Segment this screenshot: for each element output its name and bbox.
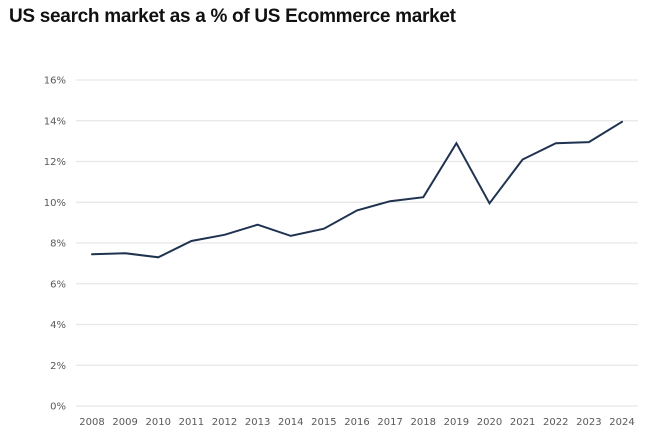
data-point	[489, 202, 491, 204]
x-tick-label: 2010	[146, 417, 171, 428]
x-tick-label: 2008	[79, 417, 104, 428]
x-tick-label: 2015	[311, 417, 336, 428]
x-tick-label: 2013	[245, 417, 270, 428]
data-point	[290, 235, 292, 237]
gridlines	[76, 79, 638, 407]
data-point	[91, 253, 93, 255]
data-point	[422, 196, 424, 198]
series-group	[91, 120, 623, 259]
data-point	[389, 200, 391, 202]
x-tick-label: 2024	[609, 417, 634, 428]
data-point	[323, 228, 325, 230]
data-point	[224, 234, 226, 236]
x-tick-label: 2020	[477, 417, 502, 428]
x-axis-ticks: 2008 2009 2010 2011 2012 2013 2014 2015 2016 2017…	[79, 417, 634, 428]
data-point	[124, 252, 126, 254]
y-tick-label: 10%	[44, 198, 66, 209]
y-tick-label: 0%	[50, 402, 66, 413]
y-tick-label: 8%	[50, 239, 66, 250]
x-tick-label: 2011	[179, 417, 204, 428]
data-point	[356, 209, 358, 211]
y-tick-label: 2%	[50, 361, 66, 372]
x-tick-label: 2009	[112, 417, 137, 428]
data-point	[621, 121, 623, 123]
x-tick-label: 2022	[543, 417, 568, 428]
data-point	[190, 240, 192, 242]
data-point	[157, 256, 159, 258]
x-tick-label: 2021	[510, 417, 535, 428]
x-tick-label: 2019	[444, 417, 469, 428]
x-tick-label: 2016	[344, 417, 369, 428]
x-tick-label: 2012	[212, 417, 237, 428]
y-tick-label: 14%	[44, 116, 66, 127]
y-tick-label: 4%	[50, 320, 66, 331]
x-tick-label: 2017	[377, 417, 402, 428]
data-point	[555, 142, 557, 144]
x-tick-label: 2023	[576, 417, 601, 428]
data-point	[455, 142, 457, 144]
y-axis-ticks: 0% 2% 4% 6% 8% 10% 12% 14% 16%	[44, 76, 66, 413]
data-point	[257, 224, 259, 226]
x-tick-label: 2018	[411, 417, 436, 428]
y-tick-label: 6%	[50, 279, 66, 290]
y-tick-label: 12%	[44, 157, 66, 168]
y-tick-label: 16%	[44, 76, 66, 87]
data-point	[522, 158, 524, 160]
data-point	[588, 141, 590, 143]
series-line	[91, 120, 623, 259]
chart-title: US search market as a % of US Ecommerce …	[9, 6, 456, 27]
x-tick-label: 2014	[278, 417, 303, 428]
